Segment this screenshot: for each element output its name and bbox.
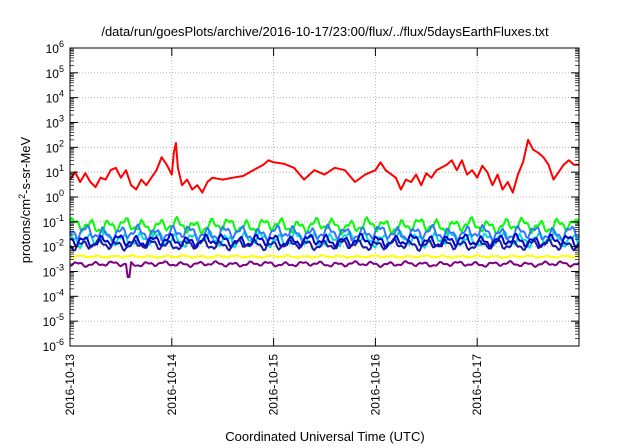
y-tick-base: 10 [46,141,60,155]
y-tick-exponent: -1 [56,213,64,223]
y-tick-label: 10-1 [43,213,64,230]
series-line-1 [69,138,579,194]
y-tick-exponent: 3 [59,114,64,124]
y-tick-label: 10-3 [43,263,64,280]
y-tick-base: 10 [46,117,60,131]
y-tick-label: 101 [46,163,64,180]
chart-title: /data/run/goesPlots/archive/2016-10-17/2… [101,24,549,39]
y-tick-base: 10 [46,42,60,56]
y-tick-base: 10 [43,216,57,230]
y-axis-label-sup: 2 [17,194,27,199]
y-tick-base: 10 [43,340,57,354]
x-axis-ticks: 2016-10-13 2016-10-14 2016-10-15 2016-10-16… [63,48,484,415]
y-tick-label: 10-6 [43,337,64,354]
y-tick-label: 10-2 [43,238,64,255]
y-tick-exponent: 1 [59,163,64,173]
y-tick-label: 102 [46,138,64,155]
y-tick-base: 10 [46,191,60,205]
y-tick-exponent: -4 [56,287,64,297]
y-tick-base: 10 [46,92,60,106]
y-tick-base: 10 [46,67,60,81]
y-tick-base: 10 [43,290,57,304]
series-line-2 [69,215,580,236]
x-tick-label: 2016-10-14 [165,354,179,416]
y-tick-label: 10-5 [43,312,64,329]
y-axis-label-pre: protons/cm [18,199,33,263]
x-tick-label: 2016-10-13 [63,354,77,416]
y-tick-exponent: 2 [59,138,64,148]
plot-series [69,138,580,278]
y-tick-label: 104 [46,89,64,106]
series-line-8 [69,260,580,278]
grid [70,48,579,346]
series-line-3 [69,229,580,250]
series-line-7 [69,254,579,259]
y-tick-label: 106 [46,39,64,56]
y-tick-exponent: -5 [56,312,64,322]
y-tick-label: 105 [46,64,64,81]
y-tick-label: 100 [46,188,64,205]
x-axis-label: Coordinated Universal Time (UTC) [225,429,424,444]
x-tick-label: 2016-10-15 [267,354,281,416]
y-axis-label: protons/cm2-s-sr-MeV [17,136,33,263]
series-line-6 [69,237,580,252]
y-tick-label: 103 [46,114,64,131]
y-tick-base: 10 [43,266,57,280]
y-tick-base: 10 [43,241,57,255]
y-axis-label-post: -s-sr-MeV [18,136,33,193]
y-tick-exponent: -2 [56,238,64,248]
x-tick-label: 2016-10-17 [470,354,484,416]
y-tick-base: 10 [46,166,60,180]
y-tick-exponent: -6 [56,337,64,347]
y-tick-label: 10-4 [43,287,64,304]
series-line-4 [69,223,580,243]
y-tick-exponent: -3 [56,263,64,273]
x-tick-label: 2016-10-16 [368,354,382,416]
y-axis-ticks: 10-610-510-410-310-210-11001011021031041… [43,39,579,354]
y-tick-exponent: 0 [59,188,64,198]
y-tick-exponent: 4 [59,89,64,99]
y-tick-exponent: 5 [59,64,64,74]
y-tick-exponent: 6 [59,39,64,49]
y-tick-base: 10 [43,315,57,329]
